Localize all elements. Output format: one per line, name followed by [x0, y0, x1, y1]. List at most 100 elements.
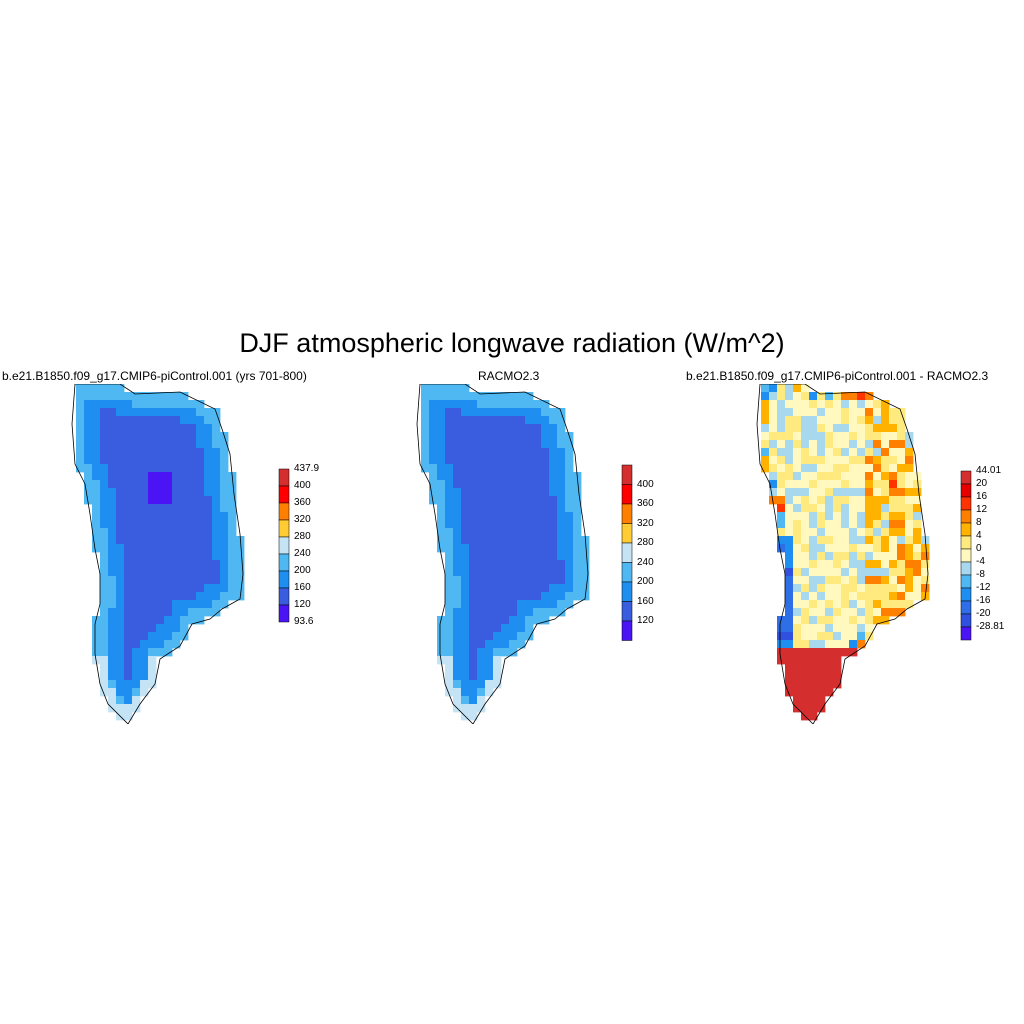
grid-cell	[156, 616, 165, 625]
grid-cell	[429, 488, 438, 497]
grid-cell	[777, 520, 786, 529]
grid-cell	[461, 632, 470, 641]
grid-cell	[108, 480, 117, 489]
grid-cell	[469, 704, 478, 713]
grid-cell	[124, 688, 133, 697]
grid-cell	[172, 480, 181, 489]
grid-cell	[565, 488, 574, 497]
grid-cell	[164, 408, 173, 417]
grid-cell	[557, 544, 566, 553]
grid-cell	[220, 528, 229, 537]
grid-cell	[148, 408, 157, 417]
grid-cell	[108, 440, 117, 449]
grid-cell	[785, 552, 794, 561]
grid-cell	[477, 688, 486, 697]
grid-cell	[220, 552, 229, 561]
grid-cell	[533, 464, 542, 473]
grid-cell	[124, 440, 133, 449]
grid-cell	[873, 448, 882, 457]
grid-cell	[188, 440, 197, 449]
grid-cell	[84, 464, 93, 473]
grid-cell	[140, 688, 149, 697]
grid-cell	[461, 528, 470, 537]
grid-cell	[493, 440, 502, 449]
grid-cell	[124, 496, 133, 505]
grid-cell	[164, 392, 173, 401]
grid-cell	[777, 504, 786, 513]
racmo-panel: RACMO2.3 400 360 320 280 240 200 160 120	[345, 368, 675, 724]
grid-cell	[785, 608, 794, 617]
grid-cell	[849, 576, 858, 585]
grid-cell	[124, 520, 133, 529]
grid-cell	[777, 440, 786, 449]
grid-cell	[501, 424, 510, 433]
grid-cell	[501, 576, 510, 585]
grid-cell	[557, 528, 566, 537]
grid-cell	[817, 640, 826, 649]
grid-cell	[180, 576, 189, 585]
grid-cell	[445, 512, 454, 521]
grid-cell	[849, 520, 858, 529]
grid-cell	[517, 576, 526, 585]
grid-cell	[913, 592, 922, 601]
grid-cell	[132, 440, 141, 449]
grid-cell	[116, 448, 125, 457]
grid-cell	[461, 608, 470, 617]
grid-cell	[777, 456, 786, 465]
grid-cell	[148, 400, 157, 409]
grid-cell	[905, 520, 914, 529]
grid-cell	[437, 520, 446, 529]
grid-cell	[793, 472, 802, 481]
grid-cell	[509, 568, 518, 577]
grid-cell	[180, 600, 189, 609]
grid-cell	[116, 520, 125, 529]
grid-cell	[793, 392, 802, 401]
grid-cell	[108, 568, 117, 577]
grid-cell	[833, 512, 842, 521]
grid-cell	[517, 552, 526, 561]
grid-cell	[493, 472, 502, 481]
grid-cell	[140, 632, 149, 641]
grid-cell	[156, 520, 165, 529]
grid-cell	[477, 568, 486, 577]
grid-cell	[849, 488, 858, 497]
grid-cell	[108, 464, 117, 473]
grid-cell	[124, 696, 133, 705]
grid-cell	[825, 576, 834, 585]
grid-cell	[461, 432, 470, 441]
grid-cell	[132, 424, 141, 433]
grid-cell	[565, 504, 574, 513]
grid-cell	[769, 448, 778, 457]
grid-cell	[785, 504, 794, 513]
grid-cell	[477, 432, 486, 441]
grid-cell	[881, 496, 890, 505]
grid-cell	[108, 528, 117, 537]
grid-cell	[469, 472, 478, 481]
grid-cell	[801, 488, 810, 497]
grid-cell	[469, 512, 478, 521]
grid-cell	[533, 472, 542, 481]
grid-cell	[236, 568, 245, 577]
grid-cell	[777, 648, 786, 657]
grid-cell	[841, 640, 850, 649]
grid-cell	[132, 536, 141, 545]
grid-cell	[76, 440, 85, 449]
grid-cell	[849, 392, 858, 401]
colorbar-label: 16	[976, 491, 988, 502]
grid-cell	[180, 552, 189, 561]
grid-cell	[493, 496, 502, 505]
grid-cell	[493, 672, 502, 681]
grid-cell	[100, 584, 109, 593]
grid-cell	[140, 392, 149, 401]
grid-cell	[897, 440, 906, 449]
grid-cell	[116, 576, 125, 585]
grid-cell	[108, 400, 117, 409]
grid-cell	[76, 464, 85, 473]
grid-cell	[865, 616, 874, 625]
grid-cell	[116, 456, 125, 465]
grid-cell	[469, 488, 478, 497]
grid-cell	[445, 440, 454, 449]
grid-cell	[549, 592, 558, 601]
grid-cell	[108, 616, 117, 625]
grid-cell	[509, 648, 518, 657]
